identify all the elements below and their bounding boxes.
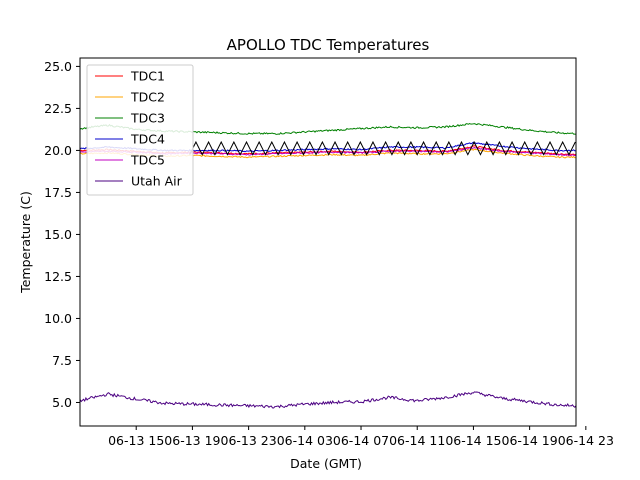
legend-label: TDC5 [130, 153, 165, 168]
y-axis-title: Temperature (C) [18, 191, 33, 294]
y-tick-label: 25.0 [44, 59, 72, 74]
legend-label: TDC3 [130, 111, 165, 126]
y-tick-label: 7.5 [52, 353, 72, 368]
legend-label: TDC1 [130, 69, 165, 84]
y-tick-label: 17.5 [44, 185, 72, 200]
y-tick-label: 22.5 [44, 101, 72, 116]
legend-label: Utah Air [131, 174, 183, 189]
x-tick-label: 06-13 23 [221, 433, 277, 448]
series-line-heater-cycle [189, 140, 576, 156]
x-tick-label: 06-14 19 [502, 433, 558, 448]
x-tick-label: 06-14 07 [333, 433, 389, 448]
legend-label: TDC2 [130, 90, 165, 105]
x-tick-label: 06-14 23 [558, 433, 614, 448]
y-tick-label: 10.0 [44, 311, 72, 326]
series-line-utah-air [80, 391, 576, 409]
x-tick-label: 06-14 03 [277, 433, 333, 448]
y-axis: 5.0 7.5 10.0 12.5 15.0 17.5 20.0 22.5 25.0 [44, 59, 80, 410]
legend-label: TDC4 [130, 132, 165, 147]
chart-title: APOLLO TDC Temperatures [227, 36, 430, 54]
x-tick-label: 06-13 19 [164, 433, 220, 448]
x-axis-title: Date (GMT) [290, 456, 362, 471]
x-tick-label: 06-14 15 [445, 433, 501, 448]
y-tick-label: 12.5 [44, 269, 72, 284]
plot-frame [79, 57, 577, 427]
legend: TDC1 TDC2 TDC3 TDC4 TDC5 Utah Air [86, 64, 194, 196]
x-tick-label: 06-14 11 [389, 433, 445, 448]
y-tick-label: 20.0 [44, 143, 72, 158]
x-axis: 06-13 15 06-13 19 06-13 23 06-14 03 06-14 07… [108, 426, 614, 448]
y-tick-label: 15.0 [44, 227, 72, 242]
y-tick-label: 5.0 [52, 395, 72, 410]
x-tick-label: 06-13 15 [108, 433, 164, 448]
